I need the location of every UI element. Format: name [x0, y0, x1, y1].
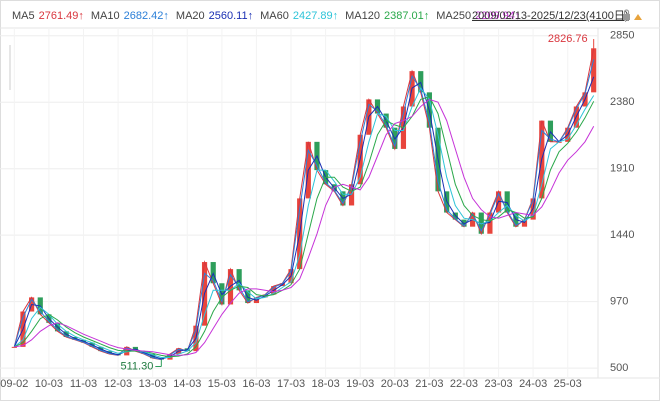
ma-line: [14, 98, 595, 356]
x-tick-label: 18-03: [312, 378, 340, 390]
legend: MA5 2761.49↑ MA10 2682.42↑ MA20 2560.11↑ MA60 2…: [12, 10, 520, 22]
x-tick-label: 10-03: [35, 378, 63, 390]
legend-value: 2761.49↑: [39, 10, 84, 22]
legend-value: 2387.01↑: [384, 10, 429, 22]
y-tick-label: 2850: [610, 30, 634, 42]
legend-value: 2560.11↑: [209, 10, 253, 22]
y-tick-label: 1910: [610, 163, 634, 175]
x-tick-label: 16-03: [242, 378, 270, 390]
candle: [11, 346, 17, 348]
legend-value: 2682.42↑: [124, 10, 169, 22]
candle: [521, 219, 528, 227]
x-tick-label: 25-03: [554, 378, 582, 390]
candle: [504, 191, 510, 213]
candle: [461, 219, 467, 227]
x-tick-label: 13-03: [139, 378, 167, 390]
x-tick-label: 12-03: [104, 378, 132, 390]
y-tick-label: 500: [610, 362, 628, 374]
y-tick-label: 2380: [610, 96, 634, 108]
y-tick-label: 1440: [610, 229, 634, 241]
date-range[interactable]: 2009/02/13-2025/12/23(4100日): [472, 10, 629, 22]
y-tick-label: 970: [610, 296, 628, 308]
x-tick-label: 15-03: [208, 378, 236, 390]
candle: [478, 212, 484, 234]
legend-name: MA120: [345, 10, 380, 22]
legend-name: MA250: [436, 10, 471, 22]
legend-name: MA5: [12, 10, 35, 22]
candle: [487, 212, 493, 234]
legend-value: 2209.94↑: [475, 10, 520, 22]
legend-name: MA20: [176, 10, 205, 22]
candle: [591, 48, 597, 93]
x-tick-label: 09-02: [0, 378, 28, 390]
ma-line: [13, 87, 595, 358]
x-tick-label: 22-03: [450, 378, 478, 390]
max-label: 2826.76: [548, 33, 588, 45]
x-tick-label: 14-03: [173, 378, 201, 390]
legend-name: MA60: [260, 10, 289, 22]
candle: [236, 269, 242, 291]
ma-line: [13, 59, 595, 361]
x-tick-label: 17-03: [277, 378, 305, 390]
candle: [348, 184, 355, 206]
lock-icon[interactable]: [623, 9, 630, 20]
menu-icon[interactable]: [634, 14, 642, 20]
candle: [418, 71, 424, 93]
x-tick-label: 11-03: [70, 378, 97, 390]
x-tick-label: 23-03: [484, 378, 512, 390]
legend-value: 2427.89↑: [293, 10, 338, 22]
x-tick-label: 19-03: [346, 378, 374, 390]
x-tick-label: 24-03: [519, 378, 547, 390]
x-tick-label: 21-03: [415, 378, 443, 390]
ma-line: [13, 76, 595, 360]
legend-name: MA10: [91, 10, 120, 22]
min-label: 511.30: [120, 360, 153, 372]
x-tick-label: 20-03: [381, 378, 409, 390]
